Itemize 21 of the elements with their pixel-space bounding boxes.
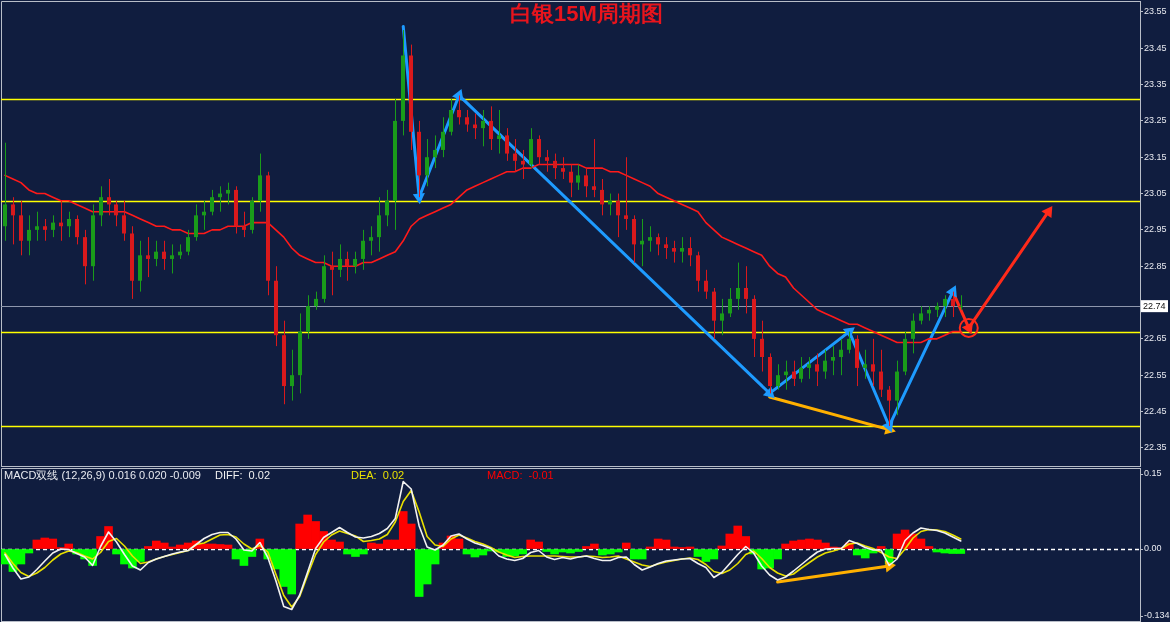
y-tick-label: 23.45 xyxy=(1144,42,1167,53)
y-tick-label: 23.15 xyxy=(1144,151,1167,162)
y-tick-label: 23.55 xyxy=(1144,6,1167,17)
y-tick-label: 22.45 xyxy=(1144,405,1167,416)
ref-line-label: 22.74 xyxy=(1143,301,1166,312)
y-tick-label: 22.95 xyxy=(1144,224,1167,235)
y-tick-label: 22.55 xyxy=(1144,369,1167,380)
y-tick-label: 0.00 xyxy=(1144,543,1162,554)
y-tick-label: 22.85 xyxy=(1144,260,1167,271)
y-tick-label: 23.05 xyxy=(1144,188,1167,199)
chart-title: 白银15M周期图 xyxy=(510,1,663,27)
y-tick-label: 22.65 xyxy=(1144,333,1167,344)
series-label: DEA: 0.02 xyxy=(351,469,405,482)
y-tick-label: 23.25 xyxy=(1144,115,1167,126)
y-tick-label: 22.35 xyxy=(1144,442,1167,453)
y-tick-label: 23.35 xyxy=(1144,79,1167,90)
text: MACD: -0.01 xyxy=(487,469,554,482)
y-tick-label: 0.15 xyxy=(1144,468,1162,479)
chart-title: MACD双线 (12,26,9) 0.016 0.020 -0.009 xyxy=(4,469,201,482)
y-tick-label: -0.134 xyxy=(1144,610,1170,621)
text: DIFF: 0.02 xyxy=(215,469,271,482)
